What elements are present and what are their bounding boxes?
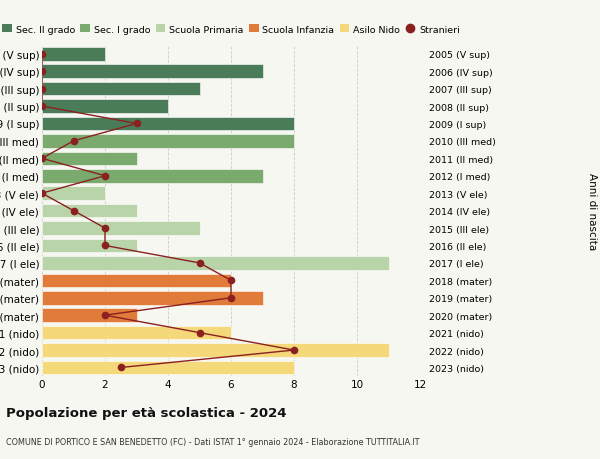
Bar	[42, 48, 105, 62]
Bar	[42, 326, 231, 340]
Bar	[42, 118, 294, 131]
Bar	[42, 361, 294, 375]
Text: Popolazione per età scolastica - 2024: Popolazione per età scolastica - 2024	[6, 406, 287, 419]
Bar	[42, 257, 389, 270]
Bar	[42, 343, 389, 357]
Bar	[42, 204, 137, 218]
Bar	[42, 187, 105, 201]
Bar	[42, 100, 168, 113]
Bar	[42, 309, 137, 322]
Bar	[42, 274, 231, 287]
Bar	[42, 222, 199, 235]
Text: Anni di nascita: Anni di nascita	[587, 173, 597, 250]
Bar	[42, 169, 263, 183]
Bar	[42, 65, 263, 79]
Bar	[42, 291, 263, 305]
Bar	[42, 152, 137, 166]
Bar	[42, 83, 199, 96]
Text: COMUNE DI PORTICO E SAN BENEDETTO (FC) - Dati ISTAT 1° gennaio 2024 - Elaborazio: COMUNE DI PORTICO E SAN BENEDETTO (FC) -…	[6, 437, 419, 446]
Bar	[42, 239, 137, 253]
Legend: Sec. II grado, Sec. I grado, Scuola Primaria, Scuola Infanzia, Asilo Nido, Stran: Sec. II grado, Sec. I grado, Scuola Prim…	[2, 25, 460, 34]
Bar	[42, 135, 294, 148]
